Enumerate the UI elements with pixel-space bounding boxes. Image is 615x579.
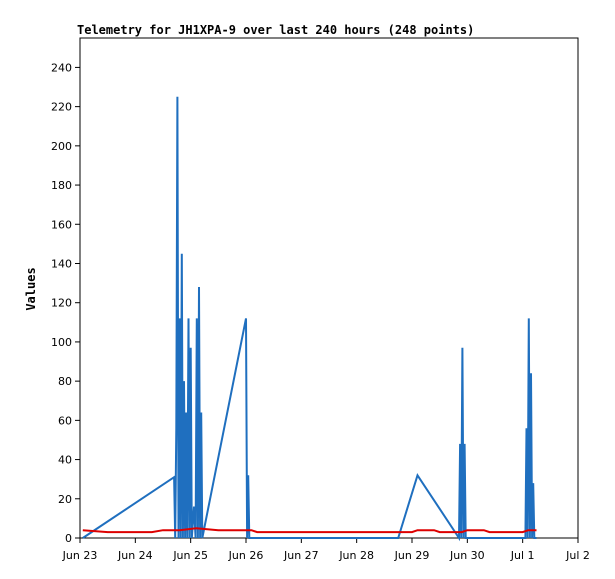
series-layer [82, 96, 537, 542]
y-tick-label: 60 [58, 414, 72, 427]
x-tick-label: Jun 27 [283, 549, 319, 562]
x-tick-label: Jun 29 [394, 549, 430, 562]
y-axis: 0 20 40 60 80 100 120 140 160 180 200 220 240 [51, 61, 80, 545]
y-tick-label: 220 [51, 101, 72, 114]
series-line-2 [82, 527, 537, 534]
y-tick-label: 160 [51, 218, 72, 231]
y-tick-label: 140 [51, 257, 72, 270]
y-tick-label: 40 [58, 454, 72, 467]
x-tick-label: Jul 1 [510, 549, 535, 562]
x-tick-label: Jun 25 [172, 549, 208, 562]
x-tick-label: Jun 26 [228, 549, 264, 562]
y-axis-label: Values [24, 267, 38, 310]
plot-frame [79, 37, 579, 539]
x-tick-label: Jun 23 [62, 549, 98, 562]
x-tick-label: Jun 30 [449, 549, 485, 562]
x-tick-label: Jun 24 [117, 549, 153, 562]
y-tick-label: 120 [51, 297, 72, 310]
x-tick-label: Jul 2 [565, 549, 590, 562]
y-tick-label: 240 [51, 61, 72, 74]
y-tick-label: 200 [51, 140, 72, 153]
y-tick-label: 20 [58, 493, 72, 506]
y-tick-label: 180 [51, 179, 72, 192]
x-tick-label: Jun 28 [338, 549, 374, 562]
y-tick-label: 100 [51, 336, 72, 349]
y-tick-label: 80 [58, 375, 72, 388]
x-axis: Jun 23 Jun 24 Jun 25 Jun 26 Jun 27 Jun 28 Jun … [62, 538, 590, 562]
chart-title: Telemetry for JH1XPA-9 over last 240 hou… [77, 23, 474, 37]
y-tick-label: 0 [65, 532, 72, 545]
series-line-1 [82, 96, 537, 542]
